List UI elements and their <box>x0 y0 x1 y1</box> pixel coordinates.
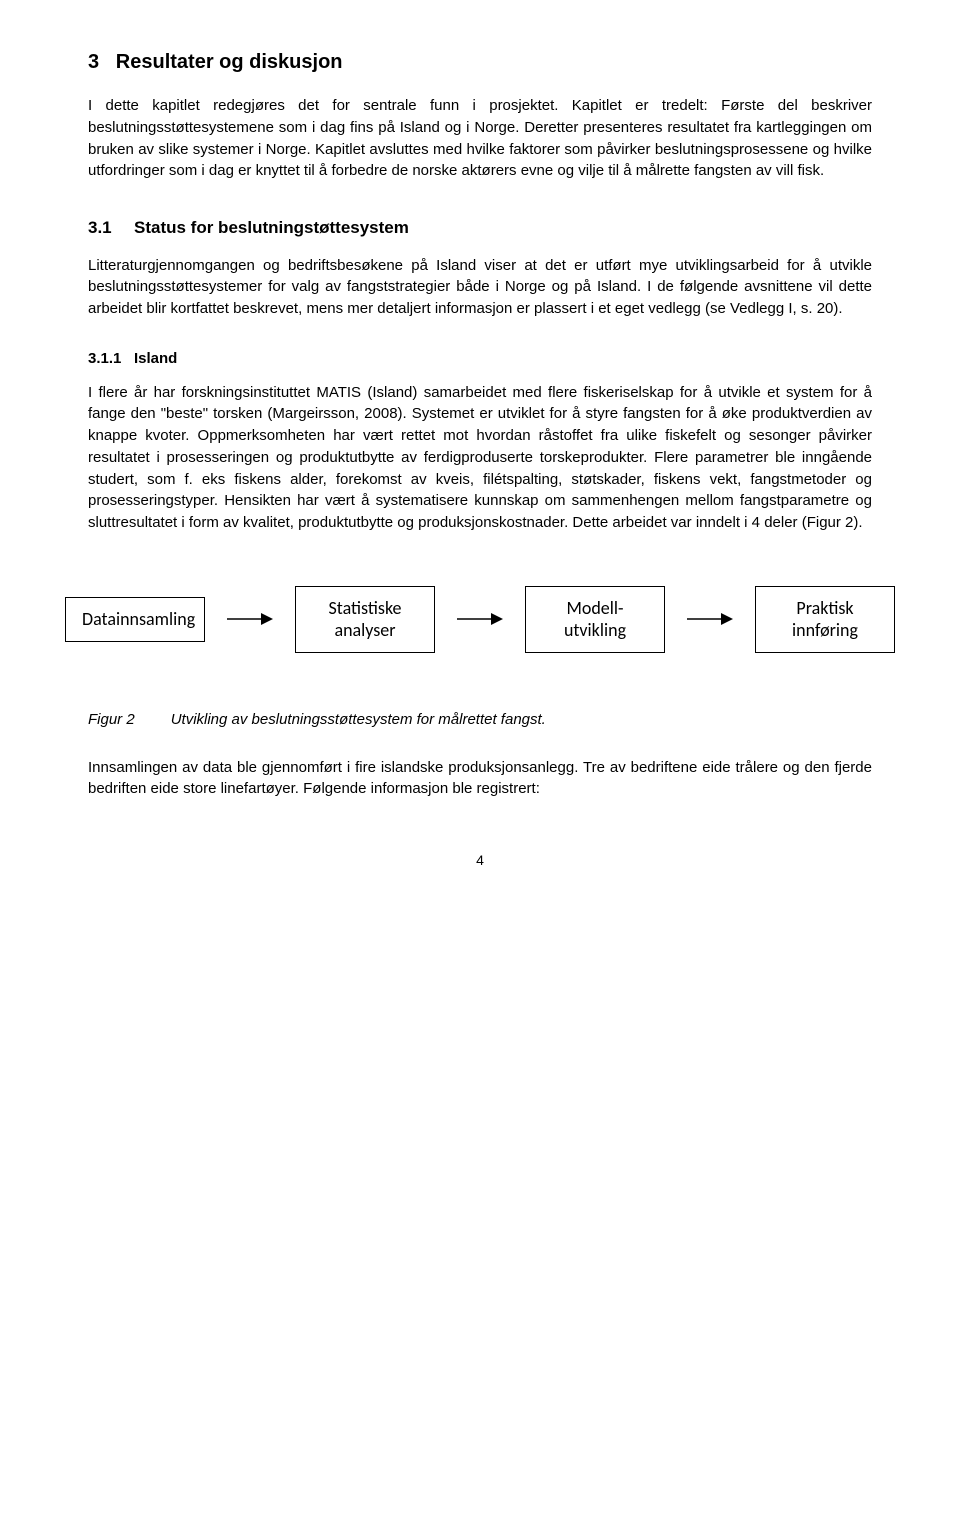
flow-node-modell: Modell- utvikling <box>525 586 665 653</box>
section-3-paragraph: I flere år har forskningsinstituttet MAT… <box>88 382 872 534</box>
heading-1-results: 3 Resultater og diskusjon <box>88 48 872 77</box>
flow-node-datainnsamling: Datainnsamling <box>65 597 205 642</box>
figure-caption-text: Utvikling av beslutningsstøttesystem for… <box>171 709 546 731</box>
section-2-paragraph: Litteraturgjennomgangen og bedriftsbesøk… <box>88 255 872 320</box>
flow-node-label-line2: analyser <box>334 619 395 641</box>
heading-3-island: 3.1.1Island <box>88 348 872 370</box>
section-1-paragraph: I dette kapitlet redegjøres det for sent… <box>88 95 872 182</box>
heading-title: Status for beslutningstøttesystem <box>134 218 409 237</box>
flow-node-label: Datainnsamling <box>82 608 195 630</box>
flow-node-label: Praktisk innføring <box>792 597 858 642</box>
heading-title: Island <box>134 350 177 367</box>
arrow-right-icon <box>687 608 733 630</box>
flow-node-statistiske: Statistiske analyser <box>295 586 435 653</box>
heading-number: 3.1 <box>88 216 134 241</box>
flow-node-label-line1: Statistiske <box>328 597 401 619</box>
page-number: 4 <box>88 850 872 870</box>
figure-label: Figur 2 <box>88 709 135 731</box>
figure-caption: Figur 2 Utvikling av beslutningsstøttesy… <box>88 709 872 731</box>
trailing-paragraph: Innsamlingen av data ble gjennomført i f… <box>88 757 872 801</box>
heading-2-status: 3.1Status for beslutningstøttesystem <box>88 216 872 241</box>
heading-number: 3 <box>88 51 99 73</box>
flow-node-praktisk: Praktisk innføring <box>755 586 895 653</box>
arrow-right-icon <box>227 608 273 630</box>
flow-node-label-line1: Modell- <box>566 597 623 619</box>
arrow-right-icon <box>457 608 503 630</box>
heading-number: 3.1.1 <box>88 348 134 370</box>
flowchart-diagram: Datainnsamling Statistiske analyser Mode… <box>88 586 872 653</box>
flow-node-label-line2: utvikling <box>564 619 626 641</box>
heading-title: Resultater og diskusjon <box>116 51 343 73</box>
